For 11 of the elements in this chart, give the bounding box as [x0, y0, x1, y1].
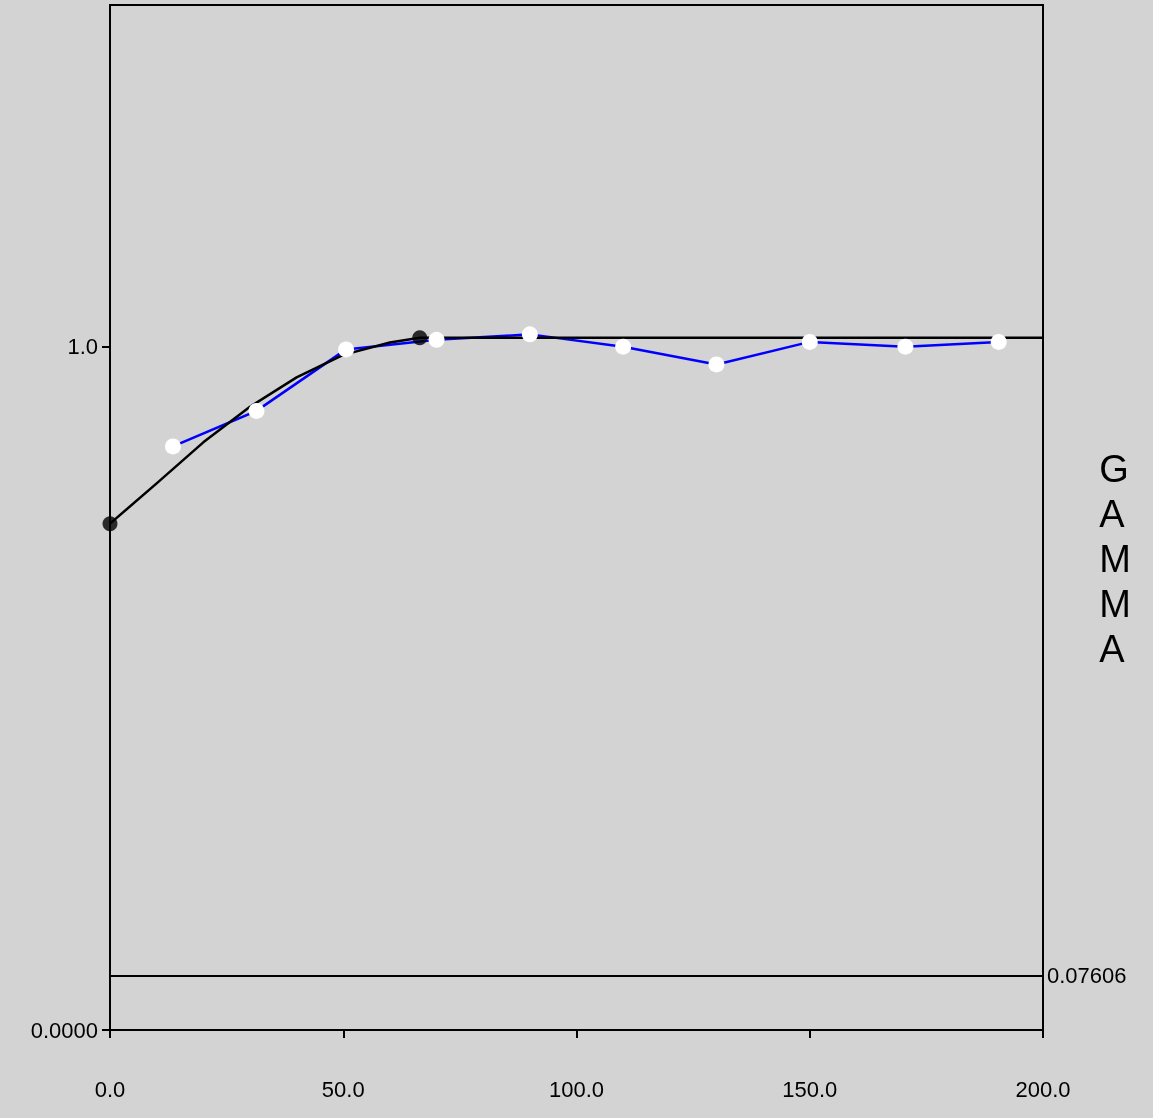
x-tick-label: 0.0 [94, 1076, 126, 1102]
y-tick-label: 1.0 [67, 334, 98, 360]
y-tick-label: 0.0000 [30, 1017, 98, 1043]
ref-line-label: 0.07606 [1047, 962, 1127, 988]
point [102, 516, 118, 532]
y-axis-title: GAMMA [1099, 448, 1131, 670]
point [412, 330, 428, 346]
x-tick-label: 200.0 [1015, 1076, 1071, 1102]
x-tick-label: 50.0 [321, 1076, 365, 1102]
x-tick-label: 100.0 [548, 1076, 605, 1102]
x-tick-label: 150.0 [782, 1076, 838, 1102]
